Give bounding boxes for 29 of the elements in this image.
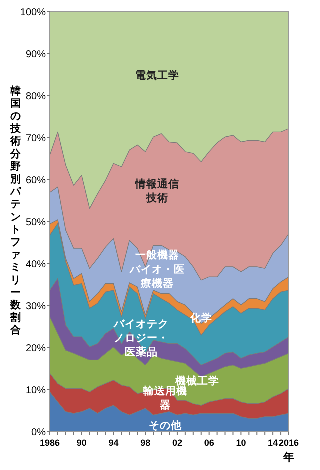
series-label: バイオ・医療機器 [129,264,186,290]
x-tick-label: 06 [204,438,214,448]
y-tick-label: 70% [26,134,46,144]
x-tick-label: 2016 [278,438,300,448]
series-label: 情報通信技術 [134,178,180,204]
y-tick-label: 100% [20,8,46,18]
y-axis-title: 韓国の技術分野別パテントファミリー数割合 [10,85,22,337]
x-axis-title: 年 [282,451,294,464]
series-label: バイオテクノロジー・医薬品 [113,318,170,358]
x-tick-label: 14 [268,438,278,448]
y-tick-label: 80% [26,92,46,102]
series-label: 機械工学 [174,374,220,388]
y-tick-label: 40% [26,260,46,270]
x-tick-label: 02 [172,438,182,448]
y-tick-label: 30% [26,302,46,312]
y-tick-label: 90% [26,50,46,60]
y-tick-label: 60% [26,176,46,186]
series-label: 電気工学 [136,69,180,82]
x-tick-label: 10 [236,438,246,448]
y-tick-label: 0% [32,428,46,438]
series-label: その他 [149,418,184,432]
y-tick-label: 50% [26,218,46,228]
series-label: 輸送用機器 [142,384,188,412]
x-tick-label: 1986 [40,438,60,448]
y-tick-label: 20% [26,344,46,354]
y-tick-label: 10% [26,386,46,396]
x-tick-label: 98 [140,438,151,448]
x-tick-label: 94 [108,438,119,448]
x-tick-label: 90 [76,438,87,448]
